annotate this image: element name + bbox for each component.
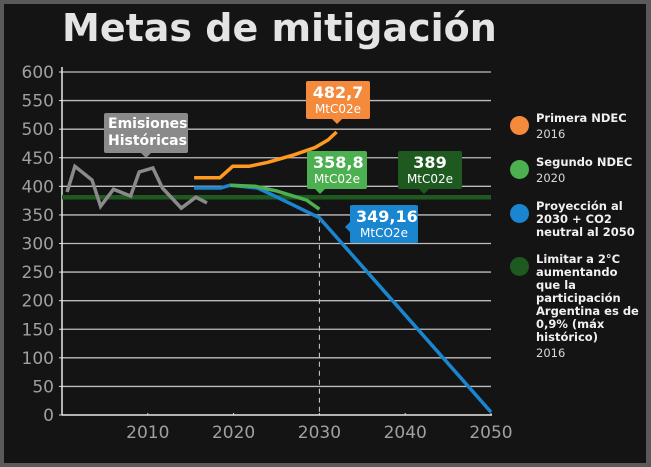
series-proyeccion <box>194 183 493 414</box>
callout-historic: Emisiones Históricas <box>104 113 188 158</box>
y-tick-label: 500 <box>22 120 54 140</box>
y-tick-label: 450 <box>22 149 54 169</box>
callout-unit: MtC02e <box>314 102 362 116</box>
legend-sub: 2016 <box>536 346 566 360</box>
y-tick-label: 400 <box>22 177 54 197</box>
series-primera-ndec <box>194 130 338 180</box>
callout-proyeccion: 349,16 MtCO2e <box>345 205 418 243</box>
legend: Primera NDEC 2016 Segundo NDEC 2020 Proy… <box>508 112 643 375</box>
legend-item-proyeccion: Proyección al 2030 + CO2 neutral al 2050 <box>508 200 643 239</box>
legend-item-limitar-2c: Limitar a 2°C aumentando que la particip… <box>508 253 643 361</box>
callout-limitar-2c: 389 MtC02e <box>398 151 462 194</box>
legend-dot-icon <box>510 160 529 179</box>
x-tick-label: 2010 <box>126 423 169 443</box>
legend-dot-icon <box>510 257 529 276</box>
y-tick-label: 100 <box>22 349 54 369</box>
y-tick-label: 250 <box>22 263 54 283</box>
x-tick-label: 2050 <box>469 423 512 443</box>
callout-unit: MtC02e <box>406 172 454 186</box>
y-tick-label: 150 <box>22 320 54 340</box>
y-tick-label: 0 <box>43 406 54 426</box>
legend-item-primera-ndec: Primera NDEC 2016 <box>508 112 643 142</box>
y-tick-label: 600 <box>22 63 54 83</box>
callout-value: 389 <box>413 153 447 172</box>
x-tick-label: 2030 <box>298 423 341 443</box>
legend-label: Primera NDEC <box>536 111 627 125</box>
legend-item-segundo-ndec: Segundo NDEC 2020 <box>508 156 643 186</box>
callout-value: 349,16 <box>356 207 418 226</box>
legend-dot-icon <box>510 204 529 223</box>
legend-sub: 2016 <box>536 127 566 141</box>
legend-label: Proyección al 2030 + CO2 neutral al 2050 <box>536 199 635 239</box>
callout-unit: MtCO2e <box>360 226 408 240</box>
callout-historic-line2: Históricas <box>108 133 187 149</box>
x-tick-label: 2040 <box>384 423 427 443</box>
y-tick-label: 50 <box>32 377 54 397</box>
legend-dot-icon <box>510 116 529 135</box>
y-tick-label: 300 <box>22 235 54 255</box>
legend-label: Segundo NDEC <box>536 155 633 169</box>
y-tick-label: 200 <box>22 292 54 312</box>
y-tick-label: 350 <box>22 206 54 226</box>
series-historicas <box>65 163 208 211</box>
callout-value: 358,8 <box>313 153 364 172</box>
chart-title: Metas de mitigación <box>62 6 497 50</box>
callout-unit: MtC02e <box>313 172 361 186</box>
callout-historic-line1: Emisiones <box>108 116 188 132</box>
legend-label: Limitar a 2°C aumentando que la particip… <box>536 252 639 344</box>
y-tick-label: 550 <box>22 92 54 112</box>
callout-segundo-ndec: 358,8 MtC02e <box>307 151 367 194</box>
callout-primera-ndec: 482,7 MtC02e <box>306 81 370 124</box>
series-segundo-ndec <box>230 183 321 211</box>
callout-value: 482,7 <box>312 83 364 102</box>
x-tick-label: 2020 <box>212 423 255 443</box>
legend-sub: 2020 <box>536 171 566 185</box>
